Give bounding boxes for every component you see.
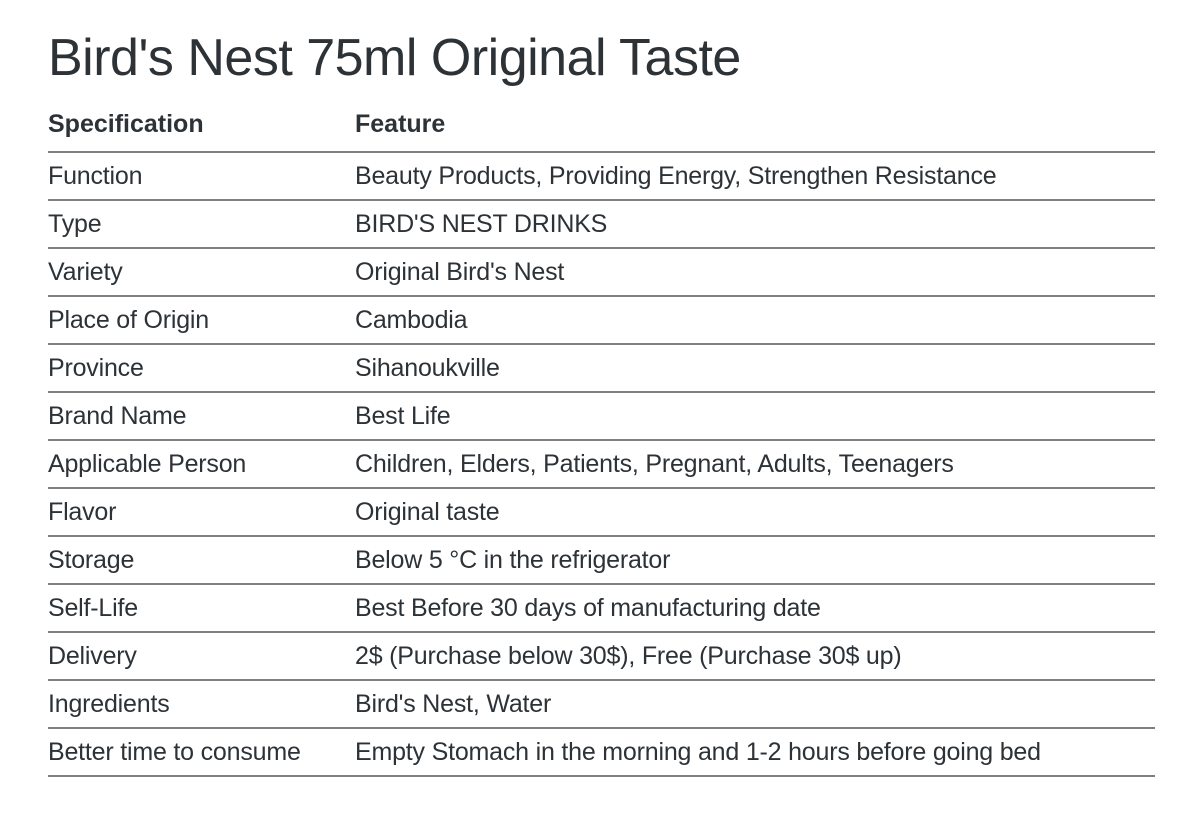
table-row: Delivery 2$ (Purchase below 30$), Free (P… — [48, 632, 1155, 681]
spec-cell: Function — [48, 152, 355, 201]
feature-cell: Cambodia — [355, 296, 1155, 345]
page-title: Bird's Nest 75ml Original Taste — [48, 29, 741, 87]
table-row: Function Beauty Products, Providing Energ… — [48, 152, 1155, 201]
table-row: Storage Below 5 °C in the refrigerator — [48, 536, 1155, 585]
table-row: Brand Name Best Life — [48, 392, 1155, 441]
spec-cell: Storage — [48, 536, 355, 585]
feature-cell: Children, Elders, Patients, Pregnant, Ad… — [355, 440, 1155, 489]
table-row: Self-Life Best Before 30 days of manufact… — [48, 584, 1155, 633]
spec-cell: Delivery — [48, 632, 355, 681]
product-spec-page: Bird's Nest 75ml Original Taste Specific… — [48, 29, 1155, 777]
spec-table: Specification Feature Function Beauty Pro… — [48, 98, 1155, 777]
table-row: Ingredients Bird's Nest, Water — [48, 680, 1155, 729]
spec-table-header: Specification Feature — [48, 98, 1155, 153]
table-row: Flavor Original taste — [48, 488, 1155, 537]
feature-cell: Best Life — [355, 392, 1155, 441]
spec-cell: Flavor — [48, 488, 355, 537]
feature-cell: Best Before 30 days of manufacturing dat… — [355, 584, 1155, 633]
table-row: Province Sihanoukville — [48, 344, 1155, 393]
table-row: Applicable Person Children, Elders, Patie… — [48, 440, 1155, 489]
table-row: Better time to consume Empty Stomach in t… — [48, 728, 1155, 777]
feature-cell: 2$ (Purchase below 30$), Free (Purchase … — [355, 632, 1155, 681]
table-row: Place of Origin Cambodia — [48, 296, 1155, 345]
spec-cell: Applicable Person — [48, 440, 355, 489]
feature-cell: Sihanoukville — [355, 344, 1155, 393]
spec-cell: Type — [48, 200, 355, 249]
feature-cell: Beauty Products, Providing Energy, Stren… — [355, 152, 1155, 201]
feature-cell: Original taste — [355, 488, 1155, 537]
table-row: Variety Original Bird's Nest — [48, 248, 1155, 297]
spec-cell: Better time to consume — [48, 728, 355, 777]
spec-cell: Self-Life — [48, 584, 355, 633]
feature-cell: Original Bird's Nest — [355, 248, 1155, 297]
spec-cell: Place of Origin — [48, 296, 355, 345]
spec-cell: Ingredients — [48, 680, 355, 729]
feature-cell: Below 5 °C in the refrigerator — [355, 536, 1155, 585]
spec-cell: Brand Name — [48, 392, 355, 441]
spec-table-body: Function Beauty Products, Providing Energ… — [48, 152, 1155, 777]
header-feature: Feature — [355, 98, 1155, 153]
table-row: Type BIRD'S NEST DRINKS — [48, 200, 1155, 249]
header-specification: Specification — [48, 98, 355, 153]
header-row: Specification Feature — [48, 98, 1155, 153]
feature-cell: BIRD'S NEST DRINKS — [355, 200, 1155, 249]
feature-cell: Bird's Nest, Water — [355, 680, 1155, 729]
spec-cell: Variety — [48, 248, 355, 297]
feature-cell: Empty Stomach in the morning and 1-2 hou… — [355, 728, 1155, 777]
spec-cell: Province — [48, 344, 355, 393]
